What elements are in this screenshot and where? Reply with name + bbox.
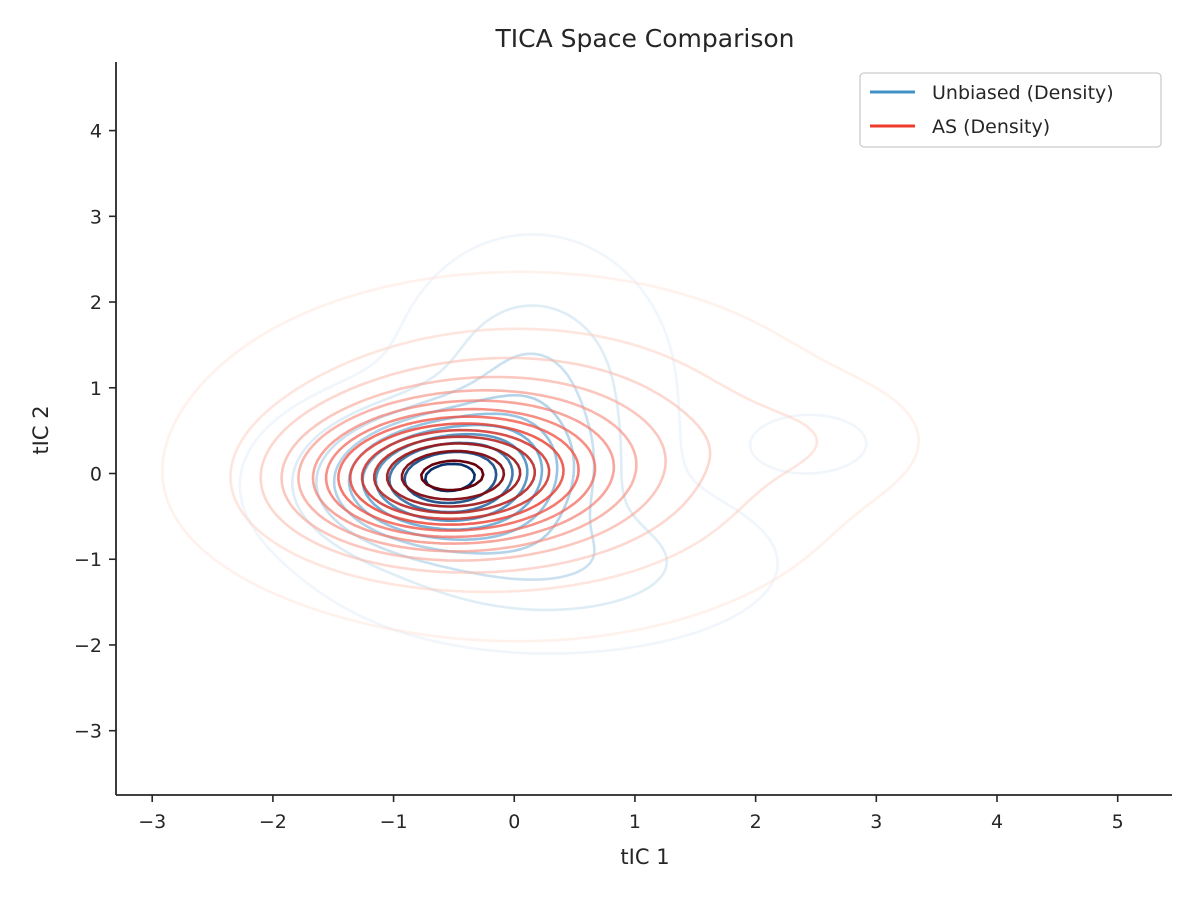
y-tick-label: 2 [90, 292, 102, 314]
contour-level [324, 407, 597, 539]
x-tick-label: 1 [629, 811, 641, 833]
y-tick-label: 4 [90, 121, 102, 143]
x-tick-label: 5 [1112, 811, 1124, 833]
contour-level [280, 375, 667, 562]
contour-level [373, 435, 536, 515]
legend-box [859, 72, 1162, 148]
contour-level [360, 428, 551, 521]
y-axis-label: tIC 2 [29, 405, 53, 454]
legend-label-as: AS (Density) [932, 116, 1050, 138]
contour-level [229, 327, 819, 594]
x-tick-label: −2 [259, 811, 287, 833]
contour-level [349, 422, 565, 526]
contour-level [420, 459, 485, 492]
contour-level [385, 442, 522, 508]
chart-title: TICA Space Comparison [495, 24, 795, 53]
y-tick-label: −1 [74, 549, 102, 571]
contour-level [161, 270, 920, 643]
contour-level [311, 399, 616, 545]
y-tick-label: 0 [90, 464, 102, 486]
contour-layer [161, 233, 920, 655]
y-tick-label: 1 [90, 378, 102, 400]
x-tick-label: 0 [508, 811, 520, 833]
contour-series-0 [238, 233, 868, 655]
contour-level [291, 304, 669, 612]
legend-label-unbiased: Unbiased (Density) [932, 82, 1114, 104]
y-tick-label: 3 [90, 206, 102, 228]
x-tick-label: 2 [750, 811, 762, 833]
legend: Unbiased (Density) AS (Density) [859, 72, 1162, 148]
contour-series-1 [161, 270, 920, 643]
contour-level [400, 449, 506, 501]
x-axis-label: tIC 1 [620, 845, 669, 869]
x-tick-label: 3 [870, 811, 882, 833]
contour-level [337, 415, 580, 532]
x-tick-label: −1 [380, 811, 408, 833]
contour-level [297, 389, 638, 553]
x-tick-label: −3 [138, 811, 166, 833]
y-tick-label: −3 [74, 721, 102, 743]
contour-level [238, 233, 868, 655]
y-tick-label: −2 [74, 635, 102, 657]
x-tick-label: 4 [991, 811, 1003, 833]
axes: −3 −2 −1 0 1 2 3 4 5 −3 −2 −1 0 1 2 3 4 [74, 62, 1172, 833]
contour-level [259, 356, 712, 574]
